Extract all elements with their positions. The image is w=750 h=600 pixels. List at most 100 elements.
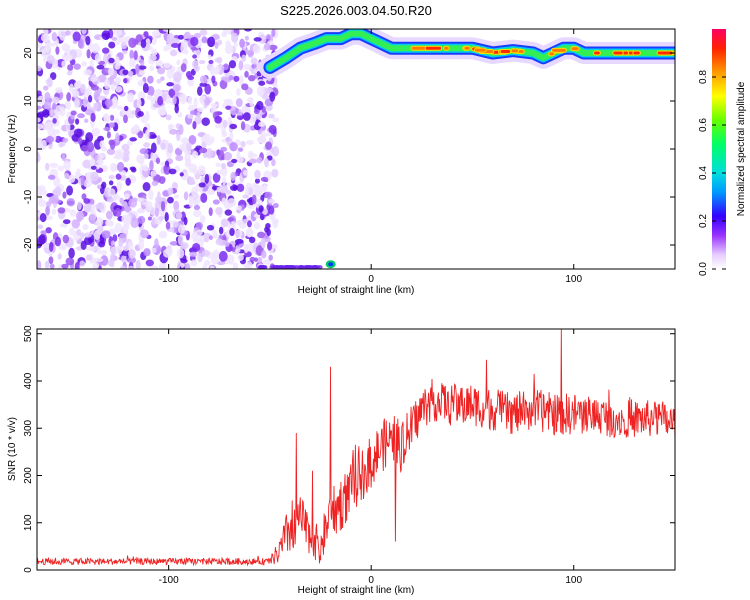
noise-blob bbox=[104, 78, 111, 90]
noise-blob bbox=[97, 135, 105, 142]
noise-blob bbox=[47, 174, 56, 180]
noise-blob bbox=[124, 105, 129, 112]
noise-blob bbox=[284, 265, 291, 269]
noise-blob bbox=[59, 223, 68, 228]
ridge-peak bbox=[500, 50, 511, 54]
noise-blob bbox=[51, 32, 58, 42]
noise-blob bbox=[272, 220, 279, 229]
noise-blob bbox=[128, 265, 135, 269]
noise-blob bbox=[75, 211, 85, 221]
noise-blob bbox=[143, 142, 150, 148]
noise-blob bbox=[166, 68, 174, 80]
noise-blob bbox=[157, 96, 164, 106]
noise-blob bbox=[116, 181, 122, 192]
noise-blob bbox=[192, 168, 198, 175]
noise-blob bbox=[154, 238, 159, 250]
noise-blob bbox=[160, 142, 166, 151]
noise-blob bbox=[66, 92, 72, 102]
noise-blob bbox=[140, 229, 149, 239]
noise-blob bbox=[229, 228, 235, 237]
noise-blob bbox=[114, 222, 123, 234]
noise-blob bbox=[82, 96, 88, 108]
noise-blob bbox=[108, 174, 115, 180]
noise-blob bbox=[175, 155, 184, 162]
noise-blob bbox=[234, 229, 243, 238]
noise-blob bbox=[82, 159, 92, 169]
noise-blob bbox=[208, 59, 214, 65]
noise-blob bbox=[185, 263, 191, 269]
noise-blob bbox=[173, 200, 180, 211]
noise-blob bbox=[189, 110, 198, 116]
noise-blob bbox=[229, 142, 238, 152]
noise-blob bbox=[260, 238, 266, 249]
noise-blob bbox=[69, 227, 75, 236]
noise-blob bbox=[167, 196, 174, 204]
noise-blob bbox=[125, 177, 131, 186]
noise-blob bbox=[85, 132, 94, 143]
noise-blob bbox=[119, 197, 124, 204]
noise-blob bbox=[215, 206, 223, 216]
noise-blob bbox=[258, 121, 266, 127]
noise-blob bbox=[272, 117, 280, 123]
noise-blob bbox=[150, 151, 156, 162]
noise-blob bbox=[44, 260, 50, 269]
noise-blob bbox=[195, 229, 203, 236]
noise-blob bbox=[62, 234, 70, 244]
noise-blob bbox=[162, 248, 172, 258]
noise-blob bbox=[81, 193, 87, 200]
noise-blob bbox=[120, 41, 128, 50]
noise-blob bbox=[158, 230, 168, 239]
noise-blob bbox=[120, 174, 127, 181]
noise-blob bbox=[199, 82, 208, 87]
noise-blob bbox=[168, 168, 177, 175]
noise-blob bbox=[271, 158, 276, 167]
spectrogram-xtick-label: 0 bbox=[368, 274, 374, 285]
noise-blob bbox=[256, 156, 263, 164]
snr-xlabel: Height of straight line (km) bbox=[298, 585, 415, 596]
noise-blob bbox=[196, 111, 201, 118]
noise-blob bbox=[142, 181, 151, 192]
noise-blob bbox=[87, 95, 93, 103]
noise-blob bbox=[58, 142, 64, 148]
noise-blob bbox=[115, 56, 120, 66]
noise-blob bbox=[160, 200, 166, 212]
colorbar-tick-label: 0.8 bbox=[698, 70, 709, 84]
noise-blob bbox=[112, 96, 118, 106]
noise-blob bbox=[203, 237, 210, 243]
noise-blob bbox=[147, 216, 152, 221]
noise-blob bbox=[221, 197, 227, 205]
noise-blob bbox=[201, 249, 210, 257]
noise-blob bbox=[64, 54, 73, 62]
noise-blob bbox=[143, 31, 149, 38]
noise-blob bbox=[216, 186, 221, 193]
noise-blob bbox=[198, 182, 206, 188]
noise-blob bbox=[172, 221, 179, 228]
noise-blob bbox=[233, 75, 240, 82]
noise-blob bbox=[86, 141, 94, 153]
noise-blob bbox=[122, 69, 129, 76]
noise-blob bbox=[48, 241, 54, 252]
noise-blob bbox=[269, 91, 276, 102]
noise-blob bbox=[262, 94, 269, 100]
noise-blob bbox=[71, 219, 81, 229]
noise-blob bbox=[39, 45, 48, 55]
noise-blob bbox=[195, 221, 203, 230]
noise-blob bbox=[108, 180, 114, 186]
noise-blob bbox=[139, 59, 145, 66]
noise-blob bbox=[267, 198, 276, 204]
noise-blob bbox=[108, 41, 116, 49]
noise-blob bbox=[83, 118, 89, 123]
snr-xtick-label: -100 bbox=[159, 575, 179, 586]
noise-blob bbox=[102, 47, 110, 54]
noise-blob bbox=[258, 34, 267, 45]
noise-blob bbox=[215, 65, 220, 75]
noise-blob bbox=[145, 259, 155, 267]
noise-blob bbox=[122, 50, 128, 55]
noise-blob bbox=[81, 29, 87, 35]
noise-blob bbox=[185, 142, 192, 151]
noise-blob bbox=[43, 85, 49, 91]
noise-blob bbox=[208, 235, 213, 241]
noise-blob bbox=[180, 137, 189, 144]
noise-blob bbox=[111, 36, 117, 41]
noise-blob bbox=[55, 87, 63, 94]
